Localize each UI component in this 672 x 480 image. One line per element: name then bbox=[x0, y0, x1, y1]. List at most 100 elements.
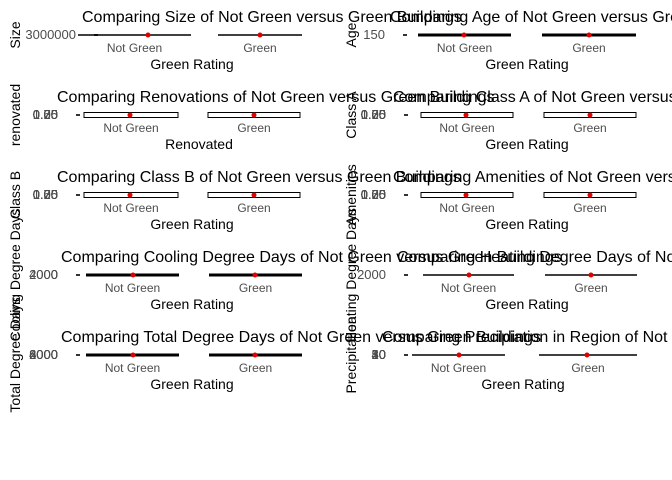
y-tick-label: 30 bbox=[372, 347, 386, 362]
y-tick-label: 0.50 bbox=[33, 107, 58, 122]
mean-point-2 bbox=[588, 272, 594, 278]
y-tick-label: 0.25 bbox=[33, 107, 58, 122]
y-tick-label: 1.00 bbox=[361, 107, 386, 122]
y-axis-title: Age bbox=[343, 22, 359, 47]
mean-point-2 bbox=[252, 352, 258, 358]
y-tick-label: 0.00 bbox=[33, 187, 58, 202]
y-tick-label: 1.00 bbox=[33, 187, 58, 202]
chart-title: Comparing Total Degree Days of Not Green… bbox=[61, 329, 541, 346]
mean-point-2 bbox=[252, 272, 258, 278]
y-tick-label: 0.75 bbox=[361, 107, 386, 122]
box-1 bbox=[83, 192, 179, 198]
x-tick-label: Not Green bbox=[441, 281, 496, 295]
y-tick-label: 0.50 bbox=[33, 187, 58, 202]
mean-point-1 bbox=[463, 112, 469, 118]
mean-point-1 bbox=[127, 112, 133, 118]
box-1 bbox=[420, 192, 514, 198]
x-tick-label: Not Green bbox=[107, 41, 162, 55]
y-tick-label: 6000 bbox=[29, 347, 58, 362]
y-tick-label: 2000 bbox=[29, 347, 58, 362]
y-axis-title: Cooling Degree Days bbox=[7, 208, 23, 341]
chart-title: Comparing Class A of Not Green versus Gr… bbox=[393, 89, 672, 106]
y-axis-title: Class A bbox=[343, 91, 359, 139]
x-tick-label: Green bbox=[237, 121, 270, 135]
x-tick-label: Green bbox=[572, 41, 605, 55]
x-axis-title: Green Rating bbox=[150, 216, 233, 232]
mean-point-2 bbox=[257, 32, 263, 38]
box-1 bbox=[83, 112, 179, 118]
x-tick-label: Green bbox=[239, 361, 272, 375]
chart-panel-10: Comparing Precipiation in Region of Not … bbox=[343, 316, 672, 393]
x-axis-title: Green Rating bbox=[150, 296, 233, 312]
y-tick-label: 0.75 bbox=[33, 107, 58, 122]
x-tick-label: Green bbox=[239, 281, 272, 295]
y-axis-title: Amenities bbox=[343, 164, 359, 225]
y-tick-label: 8000 bbox=[29, 347, 58, 362]
mean-point-2 bbox=[586, 32, 592, 38]
x-tick-label: Green bbox=[573, 121, 606, 135]
y-axis-title: Heating Degree Days bbox=[343, 208, 359, 342]
mean-point-1 bbox=[130, 272, 136, 278]
mean-point-1 bbox=[463, 192, 469, 198]
y-tick-label: 2000 bbox=[357, 267, 386, 282]
x-tick-label: Green bbox=[571, 361, 604, 375]
chart-panel-4: Comparing Class A of Not Green versus Gr… bbox=[343, 89, 672, 152]
y-tick-label: 0.50 bbox=[361, 187, 386, 202]
y-tick-label: 0.25 bbox=[361, 187, 386, 202]
x-tick-label: Green bbox=[237, 201, 270, 215]
y-tick-label: 0.25 bbox=[361, 107, 386, 122]
y-tick-label: 20 bbox=[372, 347, 386, 362]
chart-title: Comparing Size of Not Green versus Green… bbox=[82, 9, 462, 26]
x-tick-label: Not Green bbox=[105, 281, 160, 295]
y-tick-label: 150 bbox=[363, 27, 385, 42]
mean-point-1 bbox=[461, 32, 467, 38]
x-tick-label: Not Green bbox=[105, 361, 160, 375]
mean-point-2 bbox=[251, 192, 257, 198]
mean-point-2 bbox=[587, 192, 593, 198]
y-tick-label: 0.00 bbox=[361, 187, 386, 202]
mean-point-2 bbox=[251, 112, 257, 118]
mean-point-1 bbox=[466, 272, 472, 278]
x-axis-title: Green Rating bbox=[485, 56, 568, 72]
x-axis-title: Green Rating bbox=[485, 136, 568, 152]
mean-point-1 bbox=[145, 32, 151, 38]
chart-title: Comparing Renovations of Not Green versu… bbox=[57, 89, 495, 106]
y-tick-label: 0.25 bbox=[33, 187, 58, 202]
y-tick-label: 4000 bbox=[29, 347, 58, 362]
mean-point-1 bbox=[127, 192, 133, 198]
x-tick-label: Not Green bbox=[439, 121, 494, 135]
chart-panel-5: Comparing Class B of Not Green versus Gr… bbox=[7, 169, 461, 232]
y-axis-title: Class B bbox=[7, 171, 23, 219]
y-tick-label: 0.75 bbox=[361, 187, 386, 202]
mean-point-1 bbox=[456, 352, 462, 358]
chart-panel-7: Comparing Cooling Degree Days of Not Gre… bbox=[7, 208, 562, 341]
x-tick-label: Not Green bbox=[431, 361, 486, 375]
y-axis-title: Precipitation bbox=[343, 316, 359, 393]
x-axis-title: Green Rating bbox=[150, 376, 233, 392]
y-tick-label: 0.00 bbox=[361, 107, 386, 122]
mean-point-2 bbox=[584, 352, 590, 358]
chart-panel-2: Comparing Age of Not Green versus Green … bbox=[343, 9, 672, 72]
y-axis-title: Total Degree Days bbox=[7, 297, 23, 412]
y-tick-label: 40 bbox=[372, 347, 386, 362]
y-tick-label: 0.00 bbox=[33, 107, 58, 122]
x-axis-title: Green Rating bbox=[481, 376, 564, 392]
box-1 bbox=[420, 112, 514, 118]
y-axis-title: renovated bbox=[7, 84, 23, 146]
chart-panel-3: Comparing Renovations of Not Green versu… bbox=[7, 84, 495, 152]
y-tick-label: 2000 bbox=[29, 267, 58, 282]
y-tick-label: 1.00 bbox=[361, 187, 386, 202]
y-tick-label: 0.50 bbox=[361, 107, 386, 122]
x-axis-title: Green Rating bbox=[485, 296, 568, 312]
chart-title: Comparing Age of Not Green versus Green … bbox=[390, 9, 672, 26]
x-tick-label: Green bbox=[573, 201, 606, 215]
y-tick-label: 0 bbox=[51, 267, 58, 282]
chart-title: Comparing Precipiation in Region of Not … bbox=[382, 329, 672, 346]
chart-panel-8: Comparing Heating Degree Days of Not Gre… bbox=[343, 208, 672, 342]
chart-panel-6: Comparing Amenities of Not Green versus … bbox=[343, 164, 672, 232]
y-tick-label: 0.75 bbox=[33, 187, 58, 202]
chart-title: Comparing Class B of Not Green versus Gr… bbox=[57, 169, 461, 186]
y-axis-title: Size bbox=[7, 21, 23, 48]
x-axis-title: Green Rating bbox=[150, 56, 233, 72]
